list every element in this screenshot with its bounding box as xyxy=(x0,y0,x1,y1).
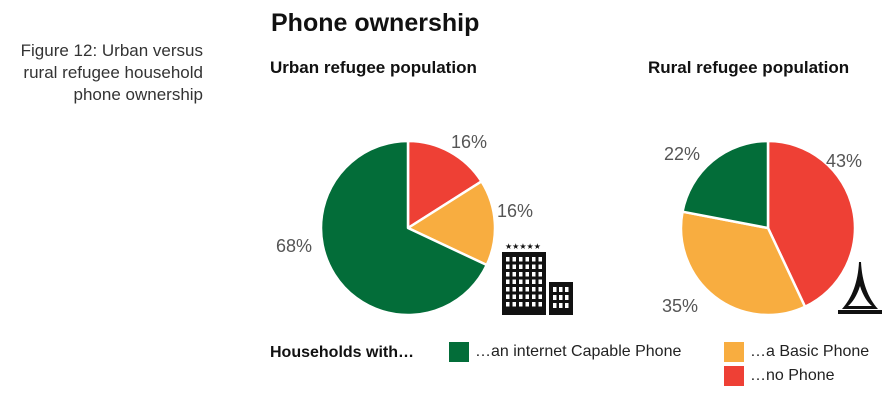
legend-label-internet-phone: …an internet Capable Phone xyxy=(475,343,682,360)
urban-slice-no-phone xyxy=(406,139,483,230)
urban-pie xyxy=(319,139,497,317)
chart-title: Phone ownership xyxy=(271,9,480,37)
rural-slice-label-internet-phone: 22% xyxy=(664,144,700,164)
rural-slice-internet-phone xyxy=(681,139,770,230)
legend-swatch-internet-phone xyxy=(449,342,469,362)
svg-text:★★★★★: ★★★★★ xyxy=(505,242,541,251)
legend-item-internet-phone: …an internet Capable Phone xyxy=(449,342,681,362)
tent-icon xyxy=(838,262,882,314)
urban-slice-label-internet-phone: 68% xyxy=(276,236,312,256)
urban-slice-internet-phone xyxy=(319,139,488,317)
legend-swatch-no-phone xyxy=(724,366,744,386)
rural-slice-no-phone xyxy=(766,139,857,308)
rural-slice-basic-phone xyxy=(679,210,807,317)
rural-slice-label-basic-phone: 35% xyxy=(662,296,698,316)
figure-caption: Figure 12: Urban versus rural refugee ho… xyxy=(20,41,203,104)
legend-item-no-phone: …no Phone xyxy=(724,366,835,386)
rural-pie xyxy=(679,139,857,317)
urban-slice-label-basic-phone: 16% xyxy=(497,201,533,221)
legend-lead: Households with… xyxy=(270,344,414,361)
rural-slice-label-no-phone: 43% xyxy=(826,151,862,171)
urban-slice-basic-phone xyxy=(406,180,497,267)
legend-label-no-phone: …no Phone xyxy=(750,367,835,384)
legend-swatch-basic-phone xyxy=(724,342,744,362)
urban-slice-label-no-phone: 16% xyxy=(451,132,487,152)
legend-label-basic-phone: …a Basic Phone xyxy=(750,343,870,360)
legend-item-basic-phone: …a Basic Phone xyxy=(724,342,869,362)
rural-pie-title: Rural refugee population xyxy=(648,58,850,77)
city-buildings-icon: ★★★★★ xyxy=(502,242,573,315)
urban-pie-title: Urban refugee population xyxy=(270,58,477,77)
